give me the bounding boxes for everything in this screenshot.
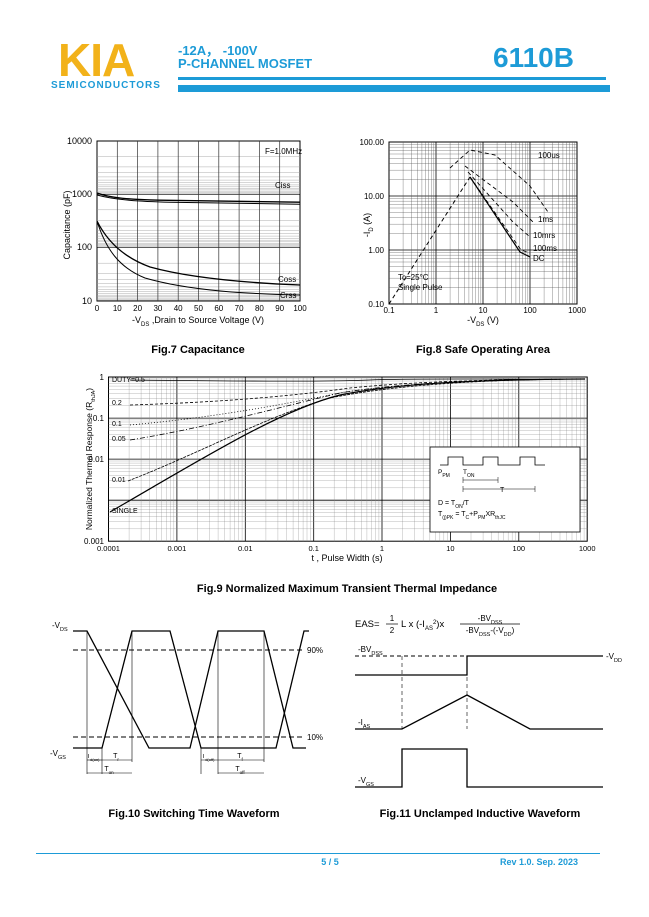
svg-text:70: 70 [235,304,244,313]
svg-text:Tc=25°C: Tc=25°C [398,273,429,282]
svg-text:-VDS (V): -VDS (V) [467,315,499,328]
svg-text:0.01: 0.01 [112,477,126,484]
svg-text:100: 100 [293,304,307,313]
svg-text:10: 10 [82,296,92,306]
svg-text:100: 100 [513,544,526,553]
svg-text:1ms: 1ms [538,215,553,224]
svg-text:Fig.11 Unclamped Inductive Wav: Fig.11 Unclamped Inductive Waveform [380,808,581,820]
svg-text:0.01: 0.01 [238,544,253,553]
svg-text:-ID (A): -ID (A) [362,213,375,237]
svg-text:10000: 10000 [67,136,92,146]
svg-text:1000: 1000 [579,544,596,553]
svg-text:-VDD: -VDD [606,652,622,664]
svg-text:0: 0 [95,304,100,313]
svg-text:0.1: 0.1 [93,414,105,423]
svg-text:1: 1 [390,614,395,623]
svg-text:-VDS ,Drain to Source Voltage: -VDS ,Drain to Source Voltage (V) [132,315,264,328]
svg-text:Fig.8 Safe Operating Area: Fig.8 Safe Operating Area [416,344,551,356]
svg-text:L x (-IAS2)x: L x (-IAS2)x [401,619,444,632]
svg-text:90: 90 [275,304,284,313]
svg-text:Single Pulse: Single Pulse [398,283,443,292]
svg-text:10: 10 [479,306,488,315]
svg-text:Fig.9 Normalized Maximum Trans: Fig.9 Normalized Maximum Transient Therm… [197,583,497,595]
svg-text:100.00: 100.00 [360,138,385,147]
svg-text:0.2: 0.2 [112,400,122,407]
svg-text:60: 60 [214,304,223,313]
svg-text:Td(off): Td(off) [202,754,216,762]
svg-text:100: 100 [523,306,537,315]
svg-text:-VGS: -VGS [50,749,66,761]
svg-text:Ciss: Ciss [275,181,291,190]
svg-text:-BVDSS: -BVDSS [358,645,383,657]
svg-text:DC: DC [533,254,545,263]
svg-text:-BVDSS-(-VDD): -BVDSS-(-VDD) [466,626,515,638]
svg-text:Capacitance (pF): Capacitance (pF) [62,190,72,259]
svg-text:1000: 1000 [72,189,92,199]
svg-text:0.05: 0.05 [112,436,126,443]
svg-text:10: 10 [446,544,454,553]
svg-text:1.00: 1.00 [368,246,384,255]
svg-text:100us: 100us [538,151,560,160]
svg-text:-VDS: -VDS [52,621,68,633]
svg-text:Fig.10 Switching Time Waveform: Fig.10 Switching Time Waveform [108,808,279,820]
svg-text:10: 10 [113,304,122,313]
svg-text:100ms: 100ms [533,244,557,253]
svg-text:50: 50 [194,304,203,313]
svg-text:100: 100 [77,242,92,252]
svg-text:10mrs: 10mrs [533,231,555,240]
svg-text:30: 30 [153,304,162,313]
svg-text:T: T [500,487,505,494]
svg-text:1: 1 [380,544,384,553]
svg-text:0.1: 0.1 [112,421,122,428]
svg-text:2: 2 [390,626,395,635]
svg-text:-VGS: -VGS [358,776,374,788]
svg-text:80: 80 [255,304,264,313]
svg-text:EAS=: EAS= [355,619,380,630]
svg-text:40: 40 [174,304,183,313]
svg-text:1000: 1000 [568,306,586,315]
svg-text:t , Pulse Width (s): t , Pulse Width (s) [311,553,382,563]
svg-text:-IAS: -IAS [358,718,371,730]
svg-text:1: 1 [100,373,105,382]
svg-text:10.00: 10.00 [364,192,385,201]
svg-text:10%: 10% [307,733,323,742]
svg-text:20: 20 [133,304,142,313]
svg-text:F=1.0MHz: F=1.0MHz [265,147,302,156]
svg-text:0.10: 0.10 [368,300,384,309]
svg-text:0.001: 0.001 [168,544,187,553]
svg-text:0.0001: 0.0001 [97,544,120,553]
svg-text:Crss: Crss [280,291,296,300]
svg-text:90%: 90% [307,646,323,655]
svg-text:Coss: Coss [278,275,296,284]
svg-text:Td(on): Td(on) [86,754,100,762]
svg-text:0.1: 0.1 [308,544,318,553]
svg-text:0.1: 0.1 [383,306,395,315]
svg-text:1: 1 [434,306,439,315]
svg-text:Fig.7 Capacitance: Fig.7 Capacitance [151,344,245,356]
